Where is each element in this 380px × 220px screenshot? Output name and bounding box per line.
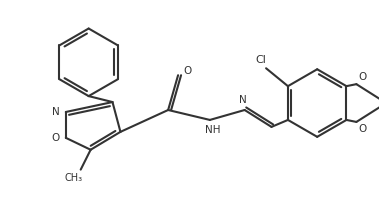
Text: N: N [239,95,247,105]
Text: O: O [358,72,366,82]
Text: O: O [183,66,191,76]
Text: N: N [52,107,60,117]
Text: O: O [52,133,60,143]
Text: NH: NH [205,125,221,135]
Text: Cl: Cl [256,55,266,65]
Text: CH₃: CH₃ [65,172,83,183]
Text: O: O [358,124,366,134]
